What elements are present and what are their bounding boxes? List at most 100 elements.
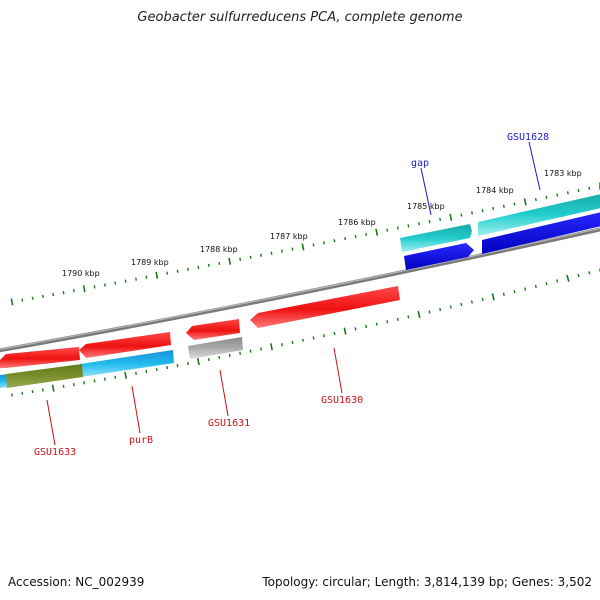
ruler-label-1787: 1787 kbp — [270, 232, 308, 241]
gene-GSU1628-arrow[interactable] — [478, 192, 600, 236]
outer-ring-minor-tick — [344, 237, 347, 241]
inner-tick-ring — [11, 268, 600, 397]
inner-ring-minor-tick — [375, 322, 378, 326]
gene-gap[interactable] — [400, 224, 474, 270]
gene-label-gap[interactable]: gap — [411, 158, 429, 169]
inner-ring-minor-tick — [386, 320, 389, 324]
outer-ring-minor-tick — [218, 261, 221, 265]
outer-ring-minor-tick — [418, 222, 420, 226]
outer-ring-minor-tick — [534, 197, 537, 202]
outer-ring-minor-tick — [471, 211, 473, 215]
inner-ring-minor-tick — [72, 382, 75, 387]
ruler-label-1790: 1790 kbp — [62, 269, 100, 278]
inner-ring-minor-tick — [176, 363, 179, 368]
inner-ring-minor-tick — [312, 336, 315, 340]
inner-ring-major-tick — [196, 357, 200, 366]
gene-label-purB[interactable]: purB — [129, 435, 153, 446]
outer-ring-minor-tick — [249, 255, 252, 259]
gene-GSU1633[interactable] — [0, 347, 83, 388]
inner-ring-minor-tick — [534, 284, 537, 288]
outer-ring-minor-tick — [207, 263, 210, 267]
map-title: Geobacter sulfurreducens PCA, complete g… — [137, 10, 463, 25]
outer-ring-minor-tick — [197, 265, 200, 269]
inner-ring-minor-tick — [228, 353, 231, 358]
outer-ring-major-tick — [301, 243, 305, 251]
inner-ring-minor-tick — [439, 307, 442, 312]
leader-GSU1628 — [528, 141, 541, 191]
outer-ring-minor-tick — [513, 202, 516, 206]
outer-ring-major-tick — [523, 198, 527, 206]
outer-ring-minor-tick — [114, 281, 117, 285]
outer-ring-minor-tick — [62, 290, 65, 295]
inner-ring-minor-tick — [21, 391, 24, 395]
ruler-label-1788: 1788 kbp — [200, 245, 238, 254]
outer-ring-minor-tick — [566, 191, 569, 195]
genome-summary: Topology: circular; Length: 3,814,139 bp… — [262, 575, 592, 589]
leader-GSU1630 — [333, 347, 343, 394]
outer-ring-minor-tick — [354, 234, 357, 239]
outer-ring-minor-tick — [460, 213, 463, 217]
gene-GSU1628-cds[interactable] — [482, 210, 600, 254]
gene-GSU1633-cds[interactable] — [6, 364, 83, 388]
outer-ring-minor-tick — [281, 249, 283, 253]
outer-ring-major-tick — [375, 228, 379, 236]
gene-label-GSU1630[interactable]: GSU1630 — [321, 395, 363, 406]
inner-ring-minor-tick — [291, 340, 294, 345]
gene-gap-arrow[interactable] — [400, 224, 472, 252]
gene-label-GSU1628[interactable]: GSU1628 — [507, 132, 549, 143]
outer-ring-minor-tick — [291, 247, 294, 251]
gene-label-GSU1633[interactable]: GSU1633 — [34, 447, 76, 458]
outer-ring-minor-tick — [31, 296, 34, 300]
outer-ring-minor-tick — [176, 269, 179, 273]
outer-ring-minor-tick — [135, 277, 137, 281]
gene-GSU1630[interactable] — [250, 286, 400, 328]
inner-ring-minor-tick — [218, 355, 221, 360]
gene-GSU1631-lower[interactable] — [188, 337, 243, 359]
outer-ring-minor-tick — [41, 294, 44, 299]
outer-ring-minor-tick — [492, 206, 495, 211]
inner-ring-minor-tick — [428, 310, 431, 314]
outer-ring-minor-tick — [556, 193, 559, 197]
genome-backbone-highlight — [0, 227, 600, 350]
outer-ring-minor-tick — [481, 209, 484, 213]
outer-ring-minor-tick — [270, 251, 273, 255]
outer-ring-major-tick — [155, 271, 159, 279]
outer-ring-minor-tick — [166, 271, 169, 275]
gene-gap-cds[interactable] — [404, 243, 474, 270]
inner-ring-major-tick — [343, 327, 347, 335]
gene-purB[interactable] — [79, 332, 174, 377]
gene-purB-arrow[interactable] — [79, 332, 171, 358]
gene-GSU1631-upper[interactable] — [186, 319, 240, 340]
gene-GSU1630-arrow[interactable] — [250, 286, 400, 328]
inner-ring-minor-tick — [62, 384, 65, 388]
inner-ring-minor-tick — [302, 338, 304, 342]
gene-label-GSU1631[interactable]: GSU1631 — [208, 418, 250, 429]
outer-ring-minor-tick — [396, 226, 399, 230]
outer-ring-major-tick — [10, 298, 14, 306]
gene-GSU1633-cds-sky[interactable] — [0, 374, 8, 388]
gene-GSU1628[interactable] — [478, 192, 600, 254]
leader-gap — [420, 167, 432, 216]
gene-GSU1631[interactable] — [186, 319, 243, 359]
outer-ring-major-tick — [449, 213, 453, 221]
outer-ring-major-tick — [82, 285, 86, 293]
inner-ring-minor-tick — [333, 331, 336, 336]
outer-ring-minor-tick — [93, 285, 96, 289]
gene-purB-cds[interactable] — [80, 350, 174, 377]
inner-ring-minor-tick — [396, 317, 399, 321]
outer-ring-minor-tick — [145, 275, 148, 279]
outer-ring-minor-tick — [312, 243, 315, 247]
inner-ring-minor-tick — [513, 290, 516, 294]
outer-ring-minor-tick — [545, 195, 548, 199]
inner-ring-minor-tick — [41, 388, 44, 392]
inner-ring-minor-tick — [135, 371, 137, 376]
inner-ring-minor-tick — [556, 279, 559, 283]
inner-ring-minor-tick — [524, 287, 527, 291]
ruler-label-1783: 1783 kbp — [544, 169, 582, 178]
outer-ring-minor-tick — [577, 188, 580, 193]
inner-ring-minor-tick — [145, 369, 148, 374]
ruler-label-1789: 1789 kbp — [131, 258, 169, 267]
inner-ring-minor-tick — [187, 361, 189, 366]
inner-ring-minor-tick — [166, 365, 169, 370]
gene-GSU1633-arrow[interactable] — [0, 347, 80, 368]
